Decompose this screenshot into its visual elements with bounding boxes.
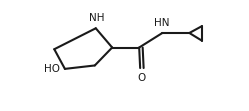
- Text: HN: HN: [154, 18, 169, 28]
- Text: HO: HO: [44, 64, 60, 74]
- Text: O: O: [138, 73, 146, 83]
- Text: NH: NH: [89, 13, 105, 23]
